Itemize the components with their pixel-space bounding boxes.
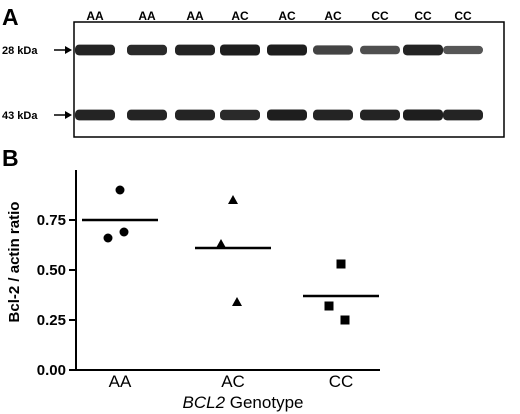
panel-a-label: A bbox=[2, 4, 19, 30]
point-cc bbox=[336, 259, 346, 269]
x-tick-label: CC bbox=[329, 372, 354, 391]
lane-label: AC bbox=[324, 9, 342, 23]
point-aa bbox=[119, 227, 129, 237]
band-43kda bbox=[403, 109, 443, 121]
y-tick-label: 0.00 bbox=[37, 362, 66, 379]
lane-label: AA bbox=[86, 9, 104, 23]
band-28kda bbox=[75, 44, 115, 56]
band-28kda bbox=[313, 45, 353, 55]
lane-label: AC bbox=[231, 9, 249, 23]
bands-row-43kda bbox=[75, 109, 483, 121]
band-28kda bbox=[360, 45, 400, 55]
x-axis-label: BCL2 Genotype bbox=[183, 393, 304, 412]
x-axis: AA AC CC bbox=[76, 369, 380, 391]
x-tick-label: AC bbox=[221, 372, 245, 391]
band-43kda bbox=[75, 109, 115, 121]
y-axis-label: Bcl-2 / actin ratio bbox=[6, 202, 23, 323]
panel-a: A AA AA AA AC AC AC CC CC CC 28 kDa 43 kDa bbox=[2, 4, 505, 138]
band-28kda bbox=[443, 45, 483, 55]
y-tick-label: 0.50 bbox=[37, 262, 66, 279]
point-aa bbox=[115, 185, 125, 195]
band-43kda bbox=[313, 109, 353, 121]
mean-lines bbox=[82, 218, 379, 298]
marker-arrow-28kda bbox=[54, 46, 72, 54]
panel-b-label: B bbox=[2, 145, 19, 171]
lane-label: CC bbox=[414, 9, 432, 23]
x-axis-label-gene: BCL2 bbox=[183, 393, 226, 412]
band-28kda bbox=[220, 44, 260, 56]
point-cc bbox=[340, 315, 350, 325]
data-points bbox=[103, 185, 350, 325]
band-43kda bbox=[360, 109, 400, 121]
band-28kda bbox=[127, 44, 167, 56]
marker-arrow-43kda bbox=[54, 111, 72, 119]
band-43kda bbox=[220, 109, 260, 121]
band-43kda bbox=[127, 109, 167, 121]
lane-label: AA bbox=[186, 9, 204, 23]
panel-b: B Bcl-2 / actin ratio 0.00 0.25 0.50 0.75 A… bbox=[2, 145, 380, 412]
band-28kda bbox=[267, 44, 307, 56]
band-43kda bbox=[175, 109, 215, 121]
band-28kda bbox=[175, 44, 215, 56]
lane-labels: AA AA AA AC AC AC CC CC CC bbox=[86, 9, 472, 23]
lane-label: AC bbox=[278, 9, 296, 23]
lane-label: CC bbox=[371, 9, 389, 23]
y-tick-label: 0.75 bbox=[37, 212, 66, 229]
point-ac bbox=[228, 195, 238, 204]
band-43kda bbox=[443, 109, 483, 121]
lane-label: AA bbox=[138, 9, 156, 23]
band-28kda bbox=[403, 44, 443, 56]
y-axis: 0.00 0.25 0.50 0.75 bbox=[37, 170, 77, 379]
point-aa bbox=[103, 233, 113, 243]
marker-label-28kda: 28 kDa bbox=[2, 45, 38, 57]
y-tick-label: 0.25 bbox=[37, 312, 66, 329]
bands-row-28kda bbox=[75, 44, 483, 56]
lane-label: CC bbox=[454, 9, 472, 23]
marker-label-43kda: 43 kDa bbox=[2, 110, 38, 122]
x-axis-label-rest: Genotype bbox=[225, 393, 303, 412]
band-43kda bbox=[267, 109, 307, 121]
point-ac bbox=[216, 239, 226, 248]
point-cc bbox=[324, 301, 334, 311]
x-tick-label: AA bbox=[109, 372, 132, 391]
point-ac bbox=[232, 297, 242, 306]
